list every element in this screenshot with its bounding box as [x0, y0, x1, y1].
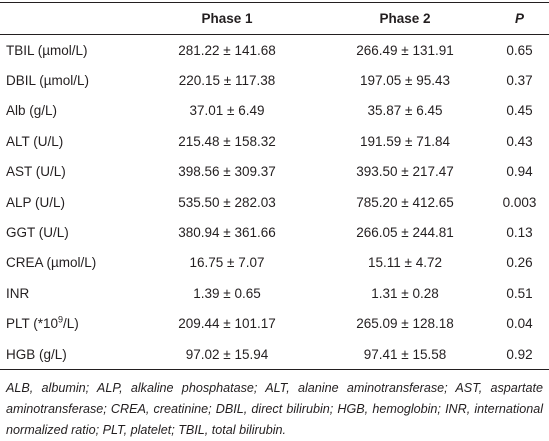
- value-cell: 209.44 ± 101.17: [178, 316, 276, 332]
- value-cell: 1.39 ± 0.65: [193, 285, 261, 301]
- row-label: ALT (U/L): [6, 133, 64, 149]
- row-label: DBIL (µmol/L): [6, 73, 90, 89]
- value-cell: 35.87 ± 6.45: [367, 103, 443, 119]
- table-row: CREA (µmol/L) 16.75 ± 7.07 15.11 ± 4.72 0.2…: [0, 248, 549, 278]
- value-cell: 97.02 ± 15.94: [185, 346, 269, 362]
- table-row: PLT (*109/L) 209.44 ± 101.17 265.09 ± 128.…: [0, 309, 549, 339]
- value-cell: 0.92: [506, 346, 533, 362]
- table-row: GGT (U/L) 380.94 ± 361.66 266.05 ± 244.81 0…: [0, 217, 549, 247]
- value-cell: 0.94: [506, 164, 533, 180]
- table-row: DBIL (µmol/L) 220.15 ± 117.38 197.05 ± 95.…: [0, 65, 549, 95]
- value-cell: 0.13: [506, 225, 533, 241]
- value-cell: 0.45: [506, 103, 533, 119]
- value-cell: 380.94 ± 361.66: [178, 225, 276, 241]
- value-cell: 0.43: [506, 133, 533, 149]
- label-part: PLT (*10: [6, 316, 59, 332]
- row-label: INR: [6, 285, 30, 301]
- table-row: ALT (U/L) 215.48 ± 158.32 191.59 ± 71.84 0.…: [0, 126, 549, 156]
- value-cell: 197.05 ± 95.43: [360, 73, 450, 89]
- footnote: ALB, albumin; ALP, alkaline phosphatase;…: [6, 381, 543, 438]
- value-cell: 1.31 ± 0.28: [371, 285, 439, 301]
- value-cell: 393.50 ± 217.47: [356, 164, 454, 180]
- value-cell: 398.56 ± 309.37: [178, 164, 276, 180]
- value-cell: 281.22 ± 141.68: [178, 42, 276, 58]
- data-table: Phase 1 Phase 2 P TBIL (µmol/L) 281.22 ± …: [0, 2, 549, 370]
- table-body: TBIL (µmol/L) 281.22 ± 141.68 266.49 ± 131…: [0, 35, 549, 370]
- row-label: PLT (*109/L): [0, 309, 134, 339]
- header-blank: [0, 3, 134, 35]
- value-cell: 535.50 ± 282.03: [178, 194, 276, 210]
- value-cell: 191.59 ± 71.84: [360, 133, 450, 149]
- value-cell: 265.09 ± 128.18: [356, 316, 454, 332]
- header-cell: Phase 1: [201, 11, 253, 26]
- value-cell: 220.15 ± 117.38: [178, 73, 276, 89]
- superscript: 9: [58, 314, 64, 325]
- value-cell: 0.04: [506, 316, 533, 332]
- label-part: /L): [63, 316, 79, 332]
- row-label: Alb (g/L): [6, 103, 58, 119]
- header-cell: P: [514, 11, 524, 26]
- table-row: Alb (g/L) 37.01 ± 6.49 35.87 ± 6.45 0.45: [0, 96, 549, 126]
- header-row: Phase 1 Phase 2 P: [0, 2, 549, 35]
- row-label: CREA (µmol/L): [6, 255, 97, 271]
- value-cell: 0.65: [506, 42, 533, 58]
- value-cell: 266.49 ± 131.91: [356, 42, 454, 58]
- value-cell: 0.51: [506, 285, 533, 301]
- value-cell: 37.01 ± 6.49: [189, 103, 265, 119]
- value-cell: 0.26: [506, 255, 533, 271]
- row-label: GGT (U/L): [6, 225, 69, 241]
- value-cell: 16.75 ± 7.07: [189, 255, 265, 271]
- value-cell: 97.41 ± 15.58: [363, 346, 447, 362]
- table-row: INR 1.39 ± 0.65 1.31 ± 0.28 0.51: [0, 278, 549, 308]
- table-row: AST (U/L) 398.56 ± 309.37 393.50 ± 217.47 0…: [0, 157, 549, 187]
- table-row: HGB (g/L) 97.02 ± 15.94 97.41 ± 15.58 0.92: [0, 339, 549, 370]
- table-row: ALP (U/L) 535.50 ± 282.03 785.20 ± 412.65 0…: [0, 187, 549, 217]
- row-label: HGB (g/L): [6, 346, 67, 362]
- row-label: AST (U/L): [6, 164, 66, 180]
- value-cell: 215.48 ± 158.32: [178, 133, 276, 149]
- header-cell: Phase 2: [379, 11, 431, 26]
- value-cell: 0.37: [506, 73, 533, 89]
- value-cell: 785.20 ± 412.65: [356, 194, 454, 210]
- value-cell: 266.05 ± 244.81: [356, 225, 454, 241]
- value-cell: 15.11 ± 4.72: [368, 255, 442, 271]
- value-cell: 0.003: [502, 194, 537, 210]
- row-label: TBIL (µmol/L): [6, 42, 88, 58]
- row-label: ALP (U/L): [6, 194, 66, 210]
- table-row: TBIL (µmol/L) 281.22 ± 141.68 266.49 ± 131…: [0, 35, 549, 66]
